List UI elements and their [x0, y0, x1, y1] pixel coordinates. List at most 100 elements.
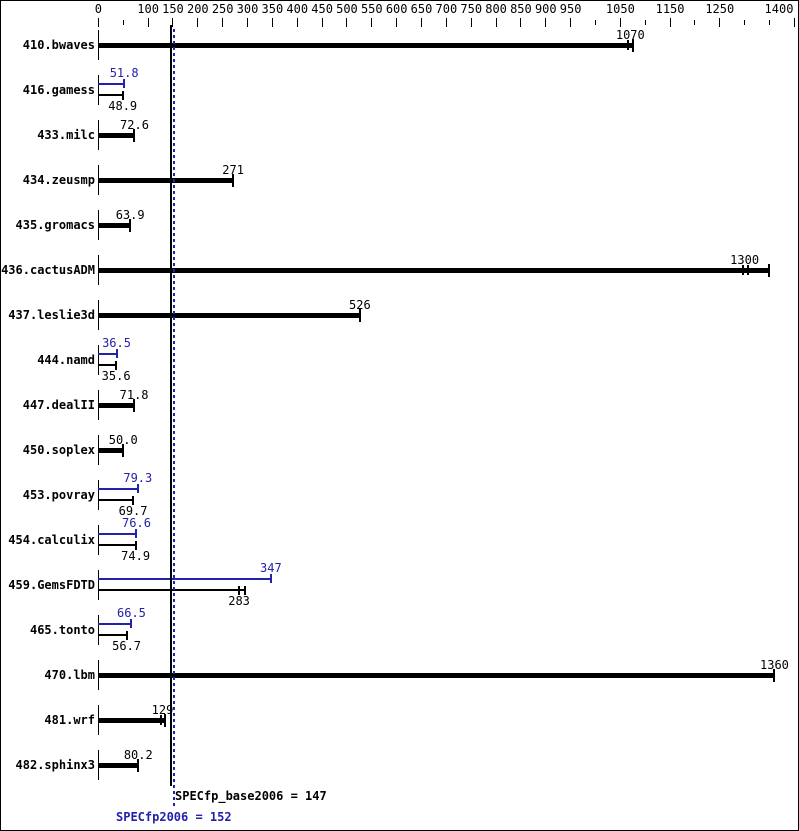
bar-end-cap — [132, 496, 135, 505]
axis-major-tick — [371, 18, 373, 27]
result-bar-peak — [98, 83, 125, 85]
peak-score-text: SPECfp2006 = 152 — [116, 810, 232, 824]
bar-end-cap — [135, 529, 138, 538]
result-bar-peak — [98, 623, 132, 625]
result-bar-base — [98, 268, 769, 273]
axis-minor-tick — [744, 20, 746, 25]
axis-major-tick — [172, 18, 174, 27]
benchmark-label: 434.zeusmp — [22, 173, 95, 187]
axis-tick-label: 250 — [211, 2, 234, 16]
axis-major-tick — [222, 18, 224, 27]
result-bar-base — [98, 544, 137, 546]
bar-end-cap — [115, 361, 118, 370]
bar-value-label: 36.5 — [102, 336, 131, 350]
bar-end-cap — [115, 349, 118, 358]
result-bar-base — [98, 178, 234, 183]
bar-end-cap — [136, 484, 139, 493]
axis-major-tick — [545, 18, 547, 27]
bar-end-cap — [631, 39, 634, 52]
bar-value-label: 1360 — [760, 658, 789, 672]
axis-major-tick — [346, 18, 348, 27]
benchmark-label: 435.gromacs — [15, 218, 95, 232]
benchmark-label: 450.soplex — [22, 443, 95, 457]
benchmark-label: 444.namd — [37, 353, 95, 367]
axis-major-tick — [421, 18, 422, 27]
bar-end-cap — [773, 669, 776, 682]
result-bar-base — [98, 403, 135, 408]
bar-value-label: 63.9 — [115, 208, 145, 222]
result-bar-peak — [98, 578, 271, 580]
run-tick — [747, 265, 750, 275]
result-bar-base — [98, 313, 360, 318]
result-bar-base — [98, 718, 165, 723]
bar-end-cap — [232, 174, 235, 187]
benchmark-label: 453.povray — [22, 488, 95, 502]
benchmark-label: 459.GemsFDTD — [8, 578, 95, 592]
axis-major-tick — [470, 18, 472, 27]
result-bar-base — [98, 223, 131, 228]
bar-value-label: 80.2 — [123, 748, 153, 762]
axis-major-tick — [97, 18, 99, 27]
bar-value-label: 129 — [151, 703, 174, 717]
axis-tick-label: 500 — [336, 2, 358, 16]
axis-tick-label: 1400 — [764, 2, 794, 16]
bar-value-label: 347 — [260, 561, 282, 575]
base-score-text: SPECfp_base2006 = 147 — [175, 789, 327, 803]
bar-value-label: 56.7 — [112, 639, 142, 653]
bar-value-label: 69.7 — [118, 504, 148, 518]
bar-end-cap — [133, 399, 136, 412]
bar-end-cap — [125, 631, 128, 640]
bar-value-label: 71.8 — [119, 388, 149, 402]
axis-tick-label: 800 — [485, 2, 507, 16]
benchmark-label: 465.tonto — [29, 623, 95, 637]
axis-tick-label: 550 — [360, 2, 383, 16]
axis-major-tick — [296, 18, 298, 27]
run-tick — [160, 715, 163, 725]
axis-major-tick — [570, 18, 572, 27]
axis-major-tick — [247, 18, 249, 27]
bar-value-label: 48.9 — [108, 99, 138, 113]
axis-minor-tick — [595, 20, 596, 25]
bar-end-cap — [135, 541, 138, 550]
result-bar-base — [98, 763, 139, 768]
result-bar-base — [98, 673, 775, 678]
axis-tick-label: 650 — [410, 2, 433, 16]
axis-minor-tick — [644, 20, 646, 25]
bar-end-cap — [133, 129, 136, 142]
axis-major-tick — [793, 18, 795, 27]
bar-end-cap — [129, 219, 132, 232]
bar-value-label: 1300 — [730, 253, 760, 267]
axis-tick-label: 600 — [385, 2, 408, 16]
result-bar-peak — [98, 353, 117, 355]
result-bar-base — [98, 94, 123, 96]
axis-major-tick — [396, 18, 398, 27]
axis-tick-label: 1150 — [655, 2, 685, 16]
axis-major-tick — [147, 18, 149, 27]
bar-end-cap — [358, 309, 361, 322]
result-bar-base — [98, 499, 134, 501]
bar-value-label: 76.6 — [122, 516, 151, 530]
bar-value-label: 50.0 — [108, 433, 138, 447]
axis-major-tick — [495, 18, 497, 27]
bar-value-label: 283 — [228, 594, 250, 608]
axis-major-tick — [321, 18, 323, 27]
result-bar-base — [98, 133, 135, 138]
axis-major-tick — [669, 18, 671, 27]
peak-score-reference-line — [172, 29, 175, 807]
axis-tick-label: 950 — [559, 2, 582, 16]
base-score-reference-line — [170, 25, 173, 786]
axis-tick-label: 100 — [137, 2, 159, 16]
axis-tick-label: 200 — [186, 2, 209, 16]
bar-value-label: 526 — [349, 298, 371, 312]
result-bar-base — [98, 43, 633, 48]
row-axis-segment — [98, 570, 100, 600]
bar-end-cap — [137, 759, 140, 772]
axis-tick-label: 1250 — [705, 2, 735, 16]
axis-tick-label: 850 — [510, 2, 532, 16]
result-bar-base — [98, 448, 124, 453]
benchmark-label: 433.milc — [37, 128, 95, 142]
bar-value-label: 79.3 — [123, 471, 153, 485]
bar-value-label: 66.5 — [117, 606, 146, 620]
bar-end-cap — [123, 79, 126, 88]
result-bar-peak — [98, 488, 138, 490]
